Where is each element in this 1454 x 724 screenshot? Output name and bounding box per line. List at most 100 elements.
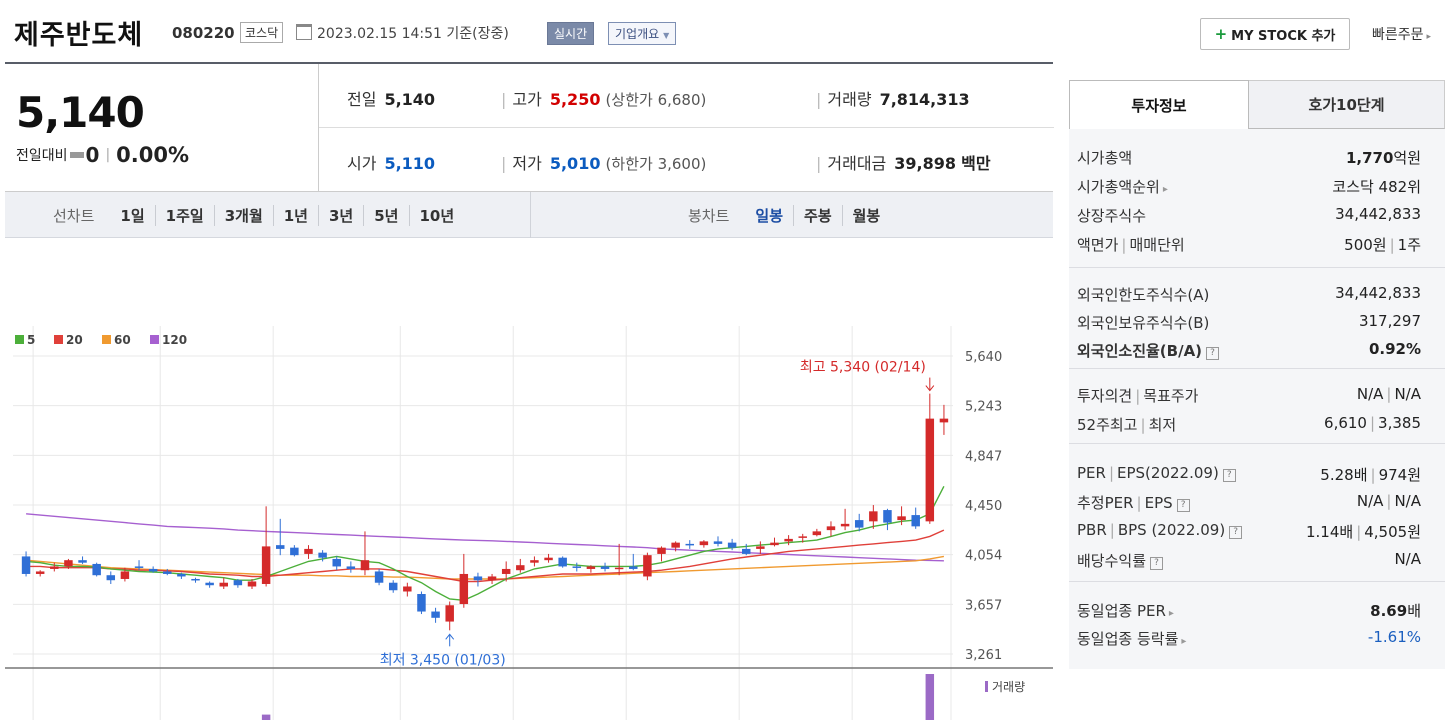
help-icon[interactable]: ? <box>1150 557 1164 570</box>
candle-body <box>431 611 440 618</box>
candle-body <box>516 565 525 571</box>
candle-body <box>685 543 694 546</box>
ma-legend-label: 5 <box>27 333 35 347</box>
period-1w-tab[interactable]: 1주일 <box>154 205 214 226</box>
unit-label: 매매단위 <box>1129 236 1185 254</box>
divider: | <box>1136 494 1142 512</box>
change-label: 전일대비 <box>16 148 68 164</box>
up-arrow-icon <box>445 633 455 640</box>
moving-average-line-ma60 <box>26 555 945 580</box>
ma-legend-swatch <box>15 335 24 344</box>
stock-chart[interactable]: 5,6405,2434,8474,4504,0543,6573,26111/21… <box>5 238 1053 724</box>
stat-value: 5,010 <box>549 154 601 173</box>
add-mystock-button[interactable]: + MY STOCK 추가 <box>1200 18 1350 50</box>
per-eps-values: 5.28배 | 974원 <box>1320 464 1421 485</box>
divider: | <box>1109 521 1115 539</box>
divider: | <box>1386 492 1392 510</box>
candle-body <box>276 545 285 549</box>
info-group-market: 시가총액 1,770억원 시가총액순위 ▸ 코스닥 482위 상장주식수 34,442,… <box>1069 129 1445 268</box>
candle-body <box>120 571 130 579</box>
candle-body <box>374 571 384 583</box>
candle-body <box>148 568 158 572</box>
tab-orderbook[interactable]: 호가10단계 <box>1249 80 1445 129</box>
candle-body <box>643 555 652 577</box>
change-value: 0 <box>85 143 100 167</box>
help-icon[interactable]: ? <box>1176 499 1190 512</box>
candle-body <box>21 556 31 574</box>
divider: | <box>1121 236 1127 254</box>
candle-body <box>417 593 426 612</box>
quick-order-button[interactable]: 빠른주문 ▸ <box>1372 24 1431 44</box>
week52-low-label: 최저 <box>1148 416 1177 434</box>
stat-value: 7,814,313 <box>879 90 970 109</box>
candle-daily-tab[interactable]: 일봉 <box>755 207 784 225</box>
current-price: 5,140 <box>16 88 145 137</box>
y-tick-label: 3,657 <box>965 598 1002 613</box>
candle-body <box>473 576 483 581</box>
period-3y-tab[interactable]: 3년 <box>318 205 363 226</box>
realtime-button[interactable]: 실시간 <box>547 22 595 45</box>
candle-monthly-tab[interactable]: 월봉 <box>841 205 891 226</box>
y-tick-label: 4,450 <box>965 499 1002 514</box>
industry-rate-row[interactable]: 동일업종 등락률 ▸ -1.61% <box>1077 628 1421 649</box>
candle-body <box>756 546 765 549</box>
candle-body <box>388 582 398 591</box>
est-per-values: N/A | N/A <box>1357 492 1421 513</box>
candle-body <box>78 560 87 563</box>
divider: | <box>1356 523 1362 541</box>
candle-body <box>261 546 271 584</box>
divider: | <box>1135 387 1141 405</box>
candle-body <box>50 566 59 569</box>
help-icon[interactable]: ? <box>1206 347 1220 360</box>
ma-legend-swatch <box>150 335 159 344</box>
candle-body <box>742 548 751 554</box>
help-icon[interactable]: ? <box>1229 526 1243 539</box>
candle-body <box>290 547 299 556</box>
par-label: 액면가 <box>1077 236 1119 254</box>
foreign-ratio-value: 0.92% <box>1368 340 1421 358</box>
eps-value: 974원 <box>1378 466 1421 484</box>
industry-per-row[interactable]: 동일업종 PER ▸ 8.69배 <box>1077 600 1421 621</box>
period-5y-tab[interactable]: 5년 <box>363 205 408 226</box>
info-group-foreign: 외국인한도주식수(A) 34,442,833 외국인보유주식수(B) 317,297… <box>1069 268 1445 369</box>
period-1y-tab[interactable]: 1년 <box>272 205 318 226</box>
line-chart-periods: 선차트 1일 1주일 3개월 1년 3년 5년 10년 <box>53 205 464 226</box>
candle-body <box>883 510 892 523</box>
shares-label: 상장주식수 <box>1077 207 1147 225</box>
flat-change-icon <box>69 152 84 158</box>
est-per-value: N/A <box>1356 492 1384 510</box>
volume-legend-swatch <box>985 681 988 692</box>
target-label: 목표주가 <box>1143 387 1199 405</box>
company-overview-dropdown[interactable]: 기업개요 ▼ <box>608 22 677 45</box>
week52-high-label: 52주최고 <box>1077 416 1138 434</box>
stats-row-1: 전일 5,140 | 고가 5,250 (상한가 6,680) | 거래량 7,814,3… <box>319 64 1054 128</box>
help-icon[interactable]: ? <box>1222 469 1236 482</box>
stat-value: 39,898 <box>894 154 957 173</box>
candle-body <box>727 542 737 548</box>
period-1d-tab[interactable]: 1일 <box>120 207 145 225</box>
dividend-label-wrap: 배당수익률? <box>1077 550 1164 571</box>
info-tabs: 투자정보 호가10단계 <box>1069 80 1445 129</box>
tab-investment-info[interactable]: 투자정보 <box>1069 80 1249 129</box>
candle-body <box>671 542 680 548</box>
rank-row[interactable]: 시가총액순위 ▸ 코스닥 482위 <box>1077 176 1421 197</box>
candle-body <box>360 560 370 571</box>
stat-label: 저가 <box>512 154 542 173</box>
divider: | <box>1369 414 1376 432</box>
change-row: 전일대비 0 | 0.00% <box>16 143 189 167</box>
period-10y-tab[interactable]: 10년 <box>408 205 465 226</box>
period-3m-tab[interactable]: 3개월 <box>213 205 273 226</box>
bps-value: 4,505원 <box>1364 523 1421 541</box>
candle-body <box>798 536 807 538</box>
candle-weekly-tab[interactable]: 주봉 <box>793 205 842 226</box>
quote-timestamp: 2023.02.15 14:51 기준(장중) <box>317 26 509 42</box>
divider: | <box>501 154 507 173</box>
candle-body <box>332 558 341 567</box>
info-group-valuation: PER | EPS(2022.09)? 5.28배 | 974원 추정PER | EPS? N/… <box>1069 444 1445 582</box>
pbr-bps-labels: PBR | BPS (2022.09)? <box>1077 521 1243 542</box>
opinion-labels: 투자의견 | 목표주가 <box>1077 385 1198 406</box>
industry-per-label: 동일업종 PER <box>1077 602 1166 620</box>
ma-legend-label: 60 <box>114 333 131 347</box>
candle-body <box>812 531 822 536</box>
stat-label: 전일 <box>347 90 377 109</box>
